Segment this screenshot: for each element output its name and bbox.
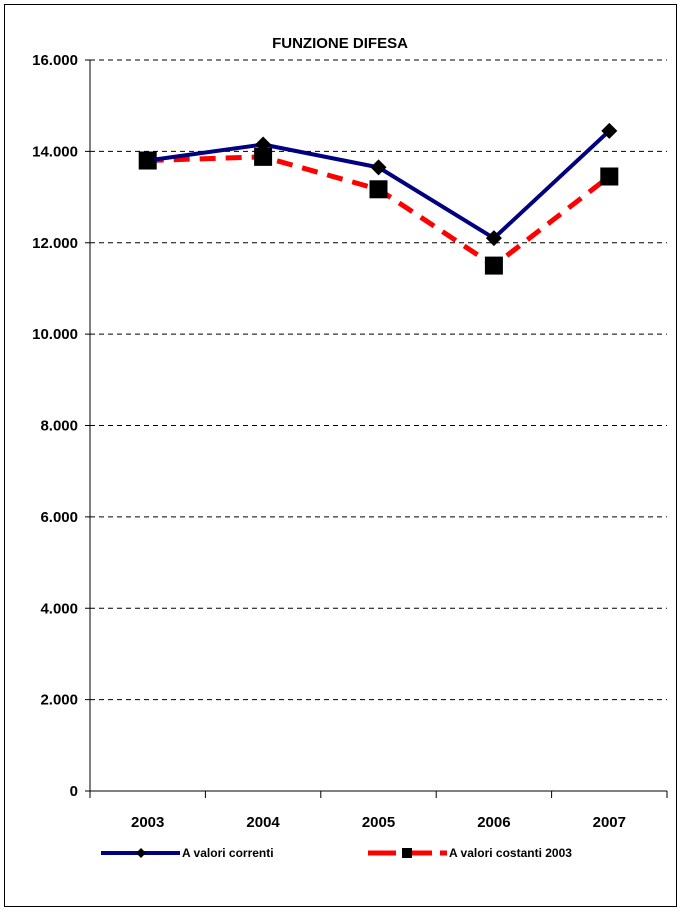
x-tick-label: 2003 — [131, 814, 164, 831]
chart-title: FUNZIONE DIFESA — [272, 35, 408, 52]
y-tick-label: 12.000 — [32, 235, 78, 252]
data-point — [484, 256, 503, 275]
x-axis-tick-labels: 2003 2004 2005 2006 2007 — [131, 814, 626, 831]
y-tick-label: 0 — [70, 783, 78, 800]
data-point — [369, 180, 388, 199]
series — [138, 122, 619, 275]
legend-item: A valori costanti 2003 — [368, 846, 572, 860]
data-point — [370, 159, 387, 176]
y-tick-label: 10.000 — [32, 326, 78, 343]
x-tick-label: 2007 — [593, 814, 626, 831]
data-point — [600, 167, 619, 186]
data-point — [139, 152, 156, 169]
legend-label: A valori costanti 2003 — [449, 846, 572, 860]
x-tick-label: 2005 — [362, 814, 395, 831]
x-tick-label: 2004 — [246, 814, 280, 831]
data-point — [255, 136, 272, 153]
legend-marker — [402, 848, 412, 858]
legend-label: A valori correnti — [182, 846, 274, 860]
y-tick-label: 4.000 — [40, 600, 78, 617]
series-1 — [139, 122, 618, 247]
chart-frame — [4, 4, 677, 907]
y-tick-label: 16.000 — [32, 52, 78, 69]
data-point — [254, 147, 273, 166]
legend-item: A valori correnti — [101, 846, 274, 860]
grid-lines — [90, 59, 667, 701]
data-point — [601, 122, 618, 139]
axes — [85, 59, 668, 798]
legend: A valori correnti A valori costanti 2003 — [101, 846, 572, 860]
legend-marker — [136, 848, 146, 858]
y-axis-tick-labels: 0 2.000 4.000 6.000 8.000 10.000 12.000 14.000 1… — [32, 52, 78, 800]
y-tick-label: 8.000 — [40, 418, 78, 435]
x-tick-label: 2006 — [477, 814, 510, 831]
y-tick-label: 2.000 — [40, 692, 78, 709]
data-point — [485, 230, 502, 247]
y-tick-label: 6.000 — [40, 509, 78, 526]
y-tick-label: 14.000 — [32, 143, 78, 160]
series-2 — [138, 147, 619, 275]
